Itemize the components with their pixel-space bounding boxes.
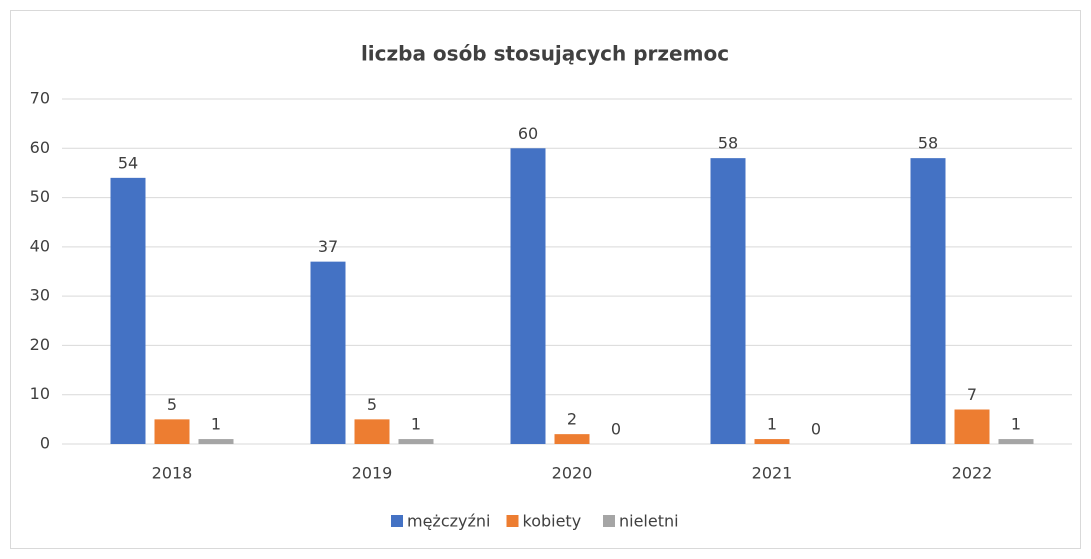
- bar: [510, 148, 546, 445]
- x-tick-label: 2020: [552, 464, 593, 483]
- data-label: 1: [767, 415, 777, 434]
- data-label: 54: [118, 153, 138, 172]
- data-label: 5: [167, 395, 177, 414]
- data-label: 60: [518, 124, 538, 143]
- bar: [710, 158, 746, 444]
- y-tick-label: 40: [30, 236, 50, 255]
- y-tick-label: 30: [30, 286, 50, 305]
- data-label: 0: [611, 420, 621, 439]
- bar: [354, 419, 390, 444]
- y-tick-label: 60: [30, 138, 50, 157]
- x-tick-label: 2019: [352, 464, 393, 483]
- bar: [110, 177, 146, 444]
- legend-swatch: [506, 515, 519, 527]
- bar: [198, 439, 234, 444]
- data-label: 0: [811, 420, 821, 439]
- data-label: 58: [918, 134, 938, 153]
- data-label: 1: [411, 415, 421, 434]
- y-tick-label: 10: [30, 384, 50, 403]
- data-label: 7: [967, 385, 977, 404]
- data-label: 1: [211, 415, 221, 434]
- bar: [398, 439, 434, 444]
- x-tick-label: 2021: [752, 464, 793, 483]
- x-tick-label: 2018: [152, 464, 193, 483]
- bar: [754, 439, 790, 444]
- bar: [954, 409, 990, 444]
- bar: [910, 158, 946, 444]
- y-tick-label: 0: [40, 434, 50, 453]
- legend-swatch: [391, 515, 403, 527]
- legend-label: mężczyźni: [407, 512, 490, 531]
- legend-swatch: [603, 515, 615, 527]
- chart-title: liczba osób stosujących przemoc: [361, 42, 729, 66]
- data-label: 1: [1011, 415, 1021, 434]
- data-label: 37: [318, 237, 338, 256]
- y-tick-label: 50: [30, 187, 50, 206]
- y-tick-label: 20: [30, 335, 50, 354]
- y-tick-label: 70: [30, 89, 50, 108]
- bar: [998, 439, 1034, 444]
- legend-label: kobiety: [523, 512, 582, 531]
- data-label: 2: [567, 410, 577, 429]
- data-label: 5: [367, 395, 377, 414]
- bar: [154, 419, 190, 444]
- legend-label: nieletni: [619, 512, 679, 531]
- x-tick-label: 2022: [952, 464, 993, 483]
- bar: [554, 434, 590, 444]
- bar: [310, 261, 346, 444]
- data-label: 58: [718, 134, 738, 153]
